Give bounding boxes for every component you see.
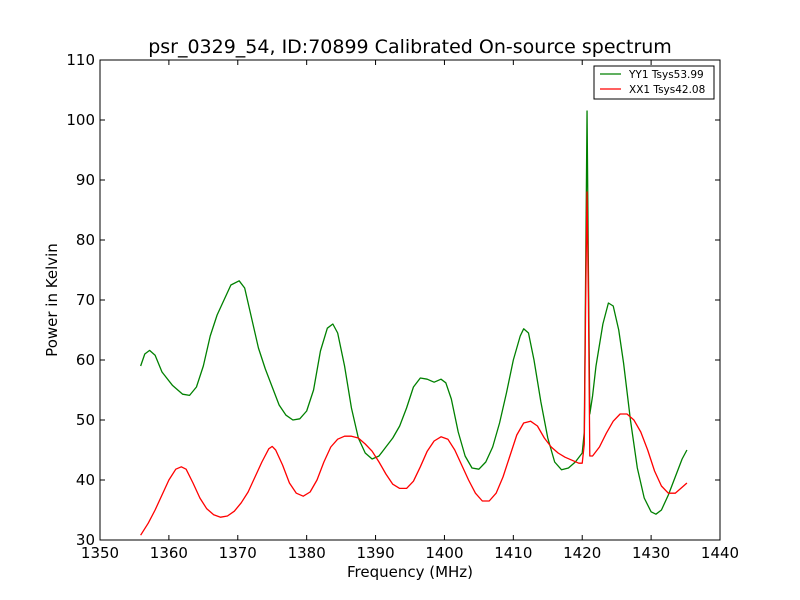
y-axis-label: Power in Kelvin	[43, 243, 61, 357]
series-line-yy1	[140, 110, 688, 515]
y-tick-label: 90	[76, 171, 95, 189]
chart-title: psr_0329_54, ID:70899 Calibrated On-sour…	[148, 36, 672, 58]
x-tick-label: 1400	[425, 544, 463, 562]
x-axis-label: Frequency (MHz)	[347, 563, 473, 581]
plot-area: 1350 1360 1370 1380 1390 1400 1410 1420 1430 1440…	[66, 51, 739, 562]
x-tick-label: 1420	[563, 544, 601, 562]
x-tick-label: 1350	[81, 544, 119, 562]
series-line-xx1	[140, 191, 688, 536]
x-tick-label: 1370	[219, 544, 257, 562]
y-tick-label: 80	[76, 231, 95, 249]
y-tick-label: 40	[76, 471, 95, 489]
y-tick-label: 60	[76, 351, 95, 369]
y-tick-label: 70	[76, 291, 95, 309]
x-axis: 1350 1360 1370 1380 1390 1400 1410 1420 1430 1440	[81, 60, 739, 562]
x-tick-label: 1390	[356, 544, 394, 562]
x-tick-label: 1360	[150, 544, 188, 562]
x-tick-label: 1440	[701, 544, 739, 562]
y-tick-label: 110	[66, 51, 95, 69]
x-tick-label: 1410	[494, 544, 532, 562]
legend: YY1 Tsys53.99 XX1 Tsys42.08	[593, 65, 715, 100]
y-axis: 30 40 50 60 70 80 90 100 110	[66, 51, 720, 549]
legend-label-xx1: XX1 Tsys42.08	[629, 84, 705, 96]
y-tick-label: 30	[76, 531, 95, 549]
series-layer	[140, 110, 688, 536]
x-tick-label: 1380	[288, 544, 326, 562]
y-tick-label: 100	[66, 111, 95, 129]
plot-frame	[99, 59, 721, 541]
y-tick-label: 50	[76, 411, 95, 429]
x-tick-label: 1430	[632, 544, 670, 562]
legend-label-yy1: YY1 Tsys53.99	[628, 69, 704, 81]
legend-box	[593, 65, 715, 100]
